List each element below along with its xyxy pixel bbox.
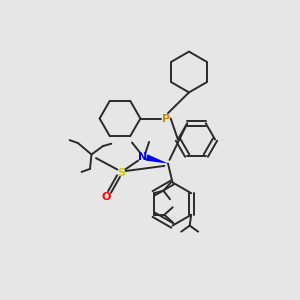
Polygon shape xyxy=(146,154,168,164)
Text: N: N xyxy=(138,152,147,163)
Text: P: P xyxy=(162,113,171,124)
Text: S: S xyxy=(118,167,125,178)
Text: O: O xyxy=(102,191,111,202)
